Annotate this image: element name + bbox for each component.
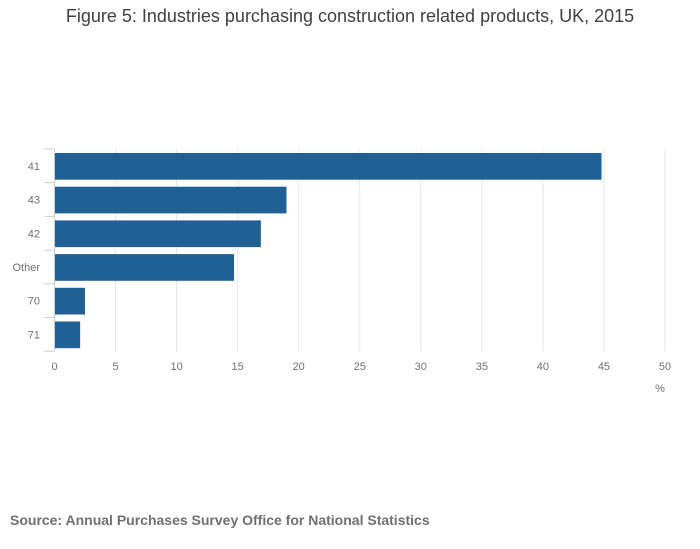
- y-tick-label-71: 71: [28, 329, 40, 341]
- axes: 0 5 10 15 20 25 30 35 40 45 50 41 43 42 Other 70 71: [12, 148, 671, 373]
- bar-71: [55, 321, 81, 349]
- x-axis-unit-label: %: [655, 383, 665, 395]
- bar-70: [55, 287, 86, 315]
- chart-title: Figure 5: Industries purchasing construc…: [65, 6, 635, 26]
- bar-43: [55, 186, 287, 214]
- x-tick-label-35: 35: [476, 361, 488, 373]
- x-tick-label-10: 10: [170, 361, 182, 373]
- bars: [55, 153, 602, 349]
- x-tick-label-20: 20: [293, 361, 305, 373]
- x-tick-label-45: 45: [598, 361, 610, 373]
- x-tick-label-50: 50: [659, 361, 671, 373]
- source-note: Source: Annual Purchases Survey Office f…: [10, 512, 430, 528]
- x-tick-label-0: 0: [51, 361, 57, 373]
- bar-42: [55, 220, 261, 248]
- y-tick-label-41: 41: [28, 161, 40, 173]
- x-tick-label-40: 40: [537, 361, 549, 373]
- x-tick-label-25: 25: [354, 361, 366, 373]
- y-tick-label-70: 70: [28, 296, 40, 308]
- y-tick-label-43: 43: [28, 195, 40, 207]
- y-tick-label-other: Other: [12, 262, 40, 274]
- grid-lines: [115, 149, 666, 352]
- x-tick-label-30: 30: [415, 361, 427, 373]
- x-tick-label-5: 5: [112, 361, 118, 373]
- bar-41: [55, 153, 602, 180]
- x-tick-label-15: 15: [232, 361, 244, 373]
- bar-other: [55, 254, 234, 281]
- y-tick-label-42: 42: [28, 228, 40, 240]
